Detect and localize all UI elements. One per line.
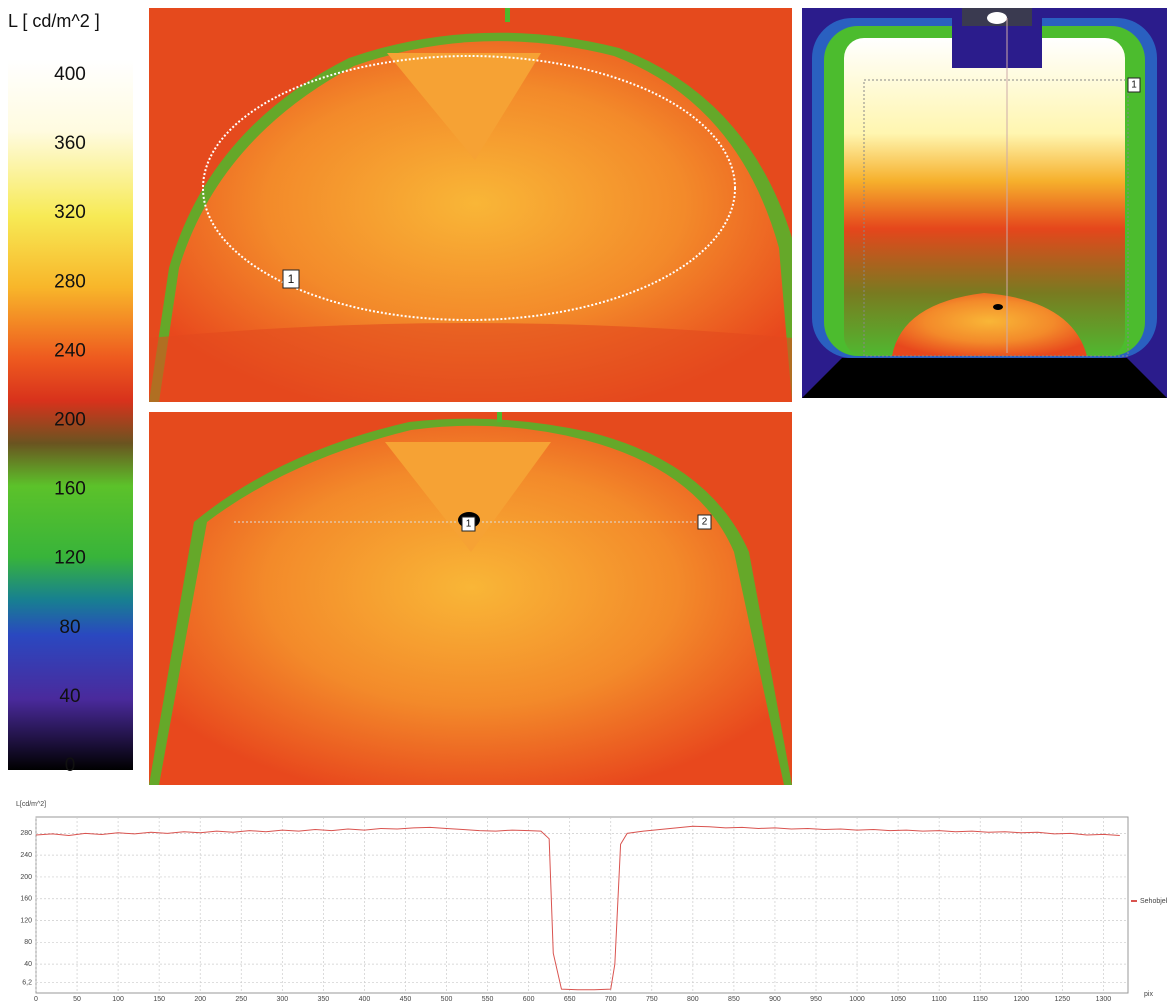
y-tick-label: 240 bbox=[20, 852, 32, 859]
x-axis-unit: pix bbox=[1144, 991, 1153, 998]
colorbar-tick-label: 200 bbox=[54, 410, 86, 431]
y-axis-label: L[cd/m^2] bbox=[16, 801, 46, 808]
x-tick-label: 650 bbox=[564, 996, 576, 1003]
x-tick-label: 400 bbox=[359, 996, 371, 1003]
x-tick-label: 0 bbox=[34, 996, 38, 1003]
legend-label: Sehobjekt-1 bbox=[1140, 898, 1167, 905]
luminance-image-2: 1 bbox=[802, 8, 1167, 398]
x-tick-label: 1100 bbox=[932, 996, 947, 1003]
x-tick-label: 150 bbox=[153, 996, 165, 1003]
marker-label: 1 bbox=[288, 272, 295, 286]
colorbar-tick-label: 360 bbox=[54, 133, 86, 154]
x-tick-label: 550 bbox=[482, 996, 494, 1003]
colorbar-tick-label: 280 bbox=[54, 271, 86, 292]
x-tick-label: 100 bbox=[112, 996, 124, 1003]
marker-label: 2 bbox=[702, 517, 708, 528]
x-tick-label: 800 bbox=[687, 996, 699, 1003]
x-tick-label: 50 bbox=[73, 996, 81, 1003]
colorbar-tick-label: 80 bbox=[59, 617, 80, 638]
colorbar-tick-label: 0 bbox=[65, 755, 76, 776]
colorbar bbox=[8, 60, 133, 770]
x-tick-label: 1300 bbox=[1096, 996, 1112, 1003]
x-tick-label: 200 bbox=[194, 996, 206, 1003]
luminance-image-3: 1 2 bbox=[149, 412, 792, 785]
colorbar-tick-label: 40 bbox=[59, 686, 80, 707]
plot-area bbox=[35, 816, 1129, 994]
x-tick-label: 250 bbox=[235, 996, 247, 1003]
x-tick-label: 950 bbox=[810, 996, 822, 1003]
colorbar-tick-label: 320 bbox=[54, 202, 86, 223]
x-tick-label: 750 bbox=[646, 996, 658, 1003]
colorbar-title: L [ cd/m^2 ] bbox=[8, 11, 100, 31]
x-tick-label: 700 bbox=[605, 996, 617, 1003]
y-tick-label: 280 bbox=[20, 830, 32, 837]
x-tick-label: 500 bbox=[441, 996, 453, 1003]
x-tick-label: 1200 bbox=[1013, 996, 1029, 1003]
x-tick-label: 450 bbox=[400, 996, 412, 1003]
y-tick-label: 40 bbox=[24, 961, 32, 968]
profile-chart: 6,2 40 80 120 160 200 240 280 0 50 100 150 200 250 300… bbox=[20, 816, 1167, 1003]
colorbar-tick-label: 120 bbox=[54, 548, 86, 569]
x-tick-label: 600 bbox=[523, 996, 535, 1003]
x-tick-label: 300 bbox=[276, 996, 288, 1003]
colorbar-tick-label: 240 bbox=[54, 340, 86, 361]
series-line bbox=[35, 825, 1120, 991]
colorbar-tick-label: 160 bbox=[54, 479, 86, 500]
x-tick-label: 850 bbox=[728, 996, 740, 1003]
x-tick-label: 350 bbox=[318, 996, 330, 1003]
x-tick-label: 1250 bbox=[1055, 996, 1071, 1003]
x-tick-label: 1150 bbox=[973, 996, 988, 1003]
colorbar-tick-label: 400 bbox=[54, 64, 86, 85]
colorbar-ticks: 0 40 80 120 160 200 240 280 320 360 400 bbox=[54, 64, 86, 776]
luminance-image-1: 1 bbox=[149, 8, 792, 402]
y-tick-label: 120 bbox=[20, 917, 32, 924]
marker-label: 1 bbox=[1131, 80, 1137, 91]
y-tick-label: 160 bbox=[20, 896, 32, 903]
y-tick-label: 200 bbox=[20, 874, 32, 881]
x-tick-label: 900 bbox=[769, 996, 781, 1003]
y-tick-label: 80 bbox=[24, 939, 32, 946]
y-tick-label: 6,2 bbox=[22, 979, 32, 986]
marker-label: 1 bbox=[466, 519, 472, 530]
x-tick-label: 1000 bbox=[849, 996, 865, 1003]
x-tick-label: 1050 bbox=[890, 996, 906, 1003]
